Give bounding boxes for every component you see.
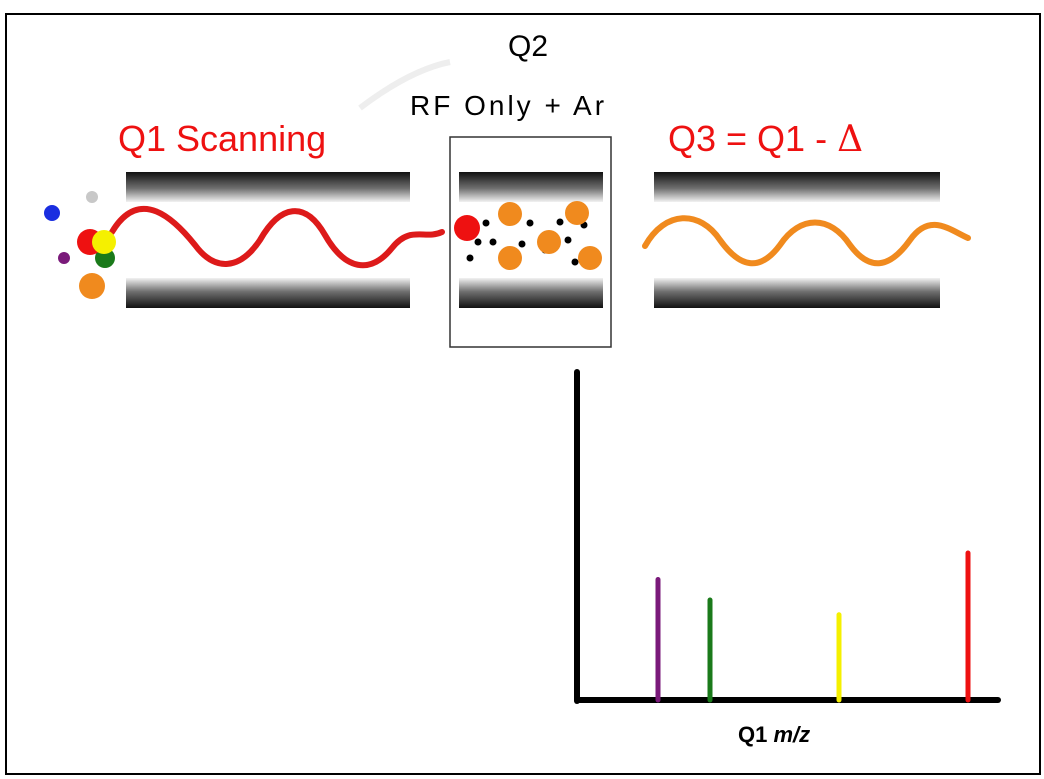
q3-title: Q3 = Q1 - Δ [668,118,863,160]
q3-rod-top [654,172,940,202]
argon-atom [482,219,490,227]
q1-ion-trajectory [109,205,445,269]
argon-gas [466,218,588,266]
x-axis-label-prefix: Q1 [738,722,774,747]
q3-ion-trajectory [642,215,971,267]
q2-subtitle: RF Only + Ar [410,90,608,121]
fragment-ion-orange [578,246,602,270]
ion-purple [58,252,70,264]
ion-gray [86,191,98,203]
q2-title: Q2 [508,30,549,63]
q1-rod-bottom [126,278,410,308]
precursor-ion-red [454,215,480,241]
q2-rod-top [459,172,603,202]
ion-yellow [92,230,116,254]
argon-atom [466,254,474,262]
watermark-arc [358,59,451,111]
argon-atom [489,238,497,246]
argon-atom [474,238,482,246]
fragment-ion-orange [498,246,522,270]
outer-border [5,13,1041,775]
argon-atom [564,236,572,244]
x-axis-label-unit: m/z [773,722,811,747]
fragment-ion-orange [565,201,589,225]
q1-title: Q1 Scanning [118,118,327,159]
q3-rod-bottom [654,278,940,308]
q3-title-prefix: Q3 = Q1 - [668,118,838,159]
argon-atom [571,258,579,266]
q1-rod-top [126,172,410,202]
argon-atom [526,219,534,227]
q2-cell-box [449,136,612,348]
fragment-ion-orange [498,202,522,226]
fragment-ion-orange [537,230,561,254]
ion-orange [79,273,105,299]
spectrum-peaks [655,550,971,703]
q2-rod-bottom [459,278,603,308]
q3-title-delta: Δ [837,119,864,160]
ion-blue [44,205,60,221]
x-axis-label: Q1 m/z [738,722,810,748]
argon-atom [518,240,526,248]
argon-atom [556,218,564,226]
